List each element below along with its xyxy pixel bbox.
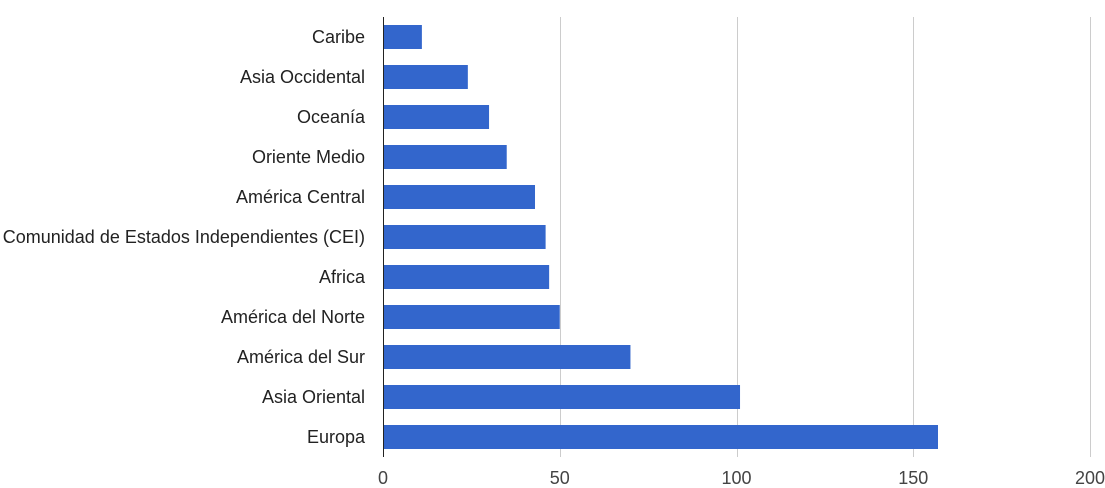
category-label: Caribe xyxy=(312,27,365,47)
x-tick-label: 50 xyxy=(550,468,570,488)
category-label: Europa xyxy=(307,427,366,447)
x-tick-label: 100 xyxy=(721,468,751,488)
bar-3 xyxy=(383,145,507,169)
bar-0 xyxy=(383,25,422,49)
category-label: América del Sur xyxy=(237,347,365,367)
bar-9 xyxy=(383,385,741,409)
category-label: Asia Occidental xyxy=(240,67,365,87)
category-label: Oriente Medio xyxy=(252,147,365,167)
bar-8 xyxy=(383,345,631,369)
bar-5 xyxy=(383,225,546,249)
category-labels: Caribe Asia Occidental Oceanía Oriente Medi… xyxy=(3,27,366,447)
x-tick-label: 0 xyxy=(378,468,388,488)
x-tick-label: 150 xyxy=(898,468,928,488)
category-label: Comunidad de Estados Independientes (CEI… xyxy=(3,227,365,247)
bar-7 xyxy=(383,305,560,329)
bars xyxy=(383,25,938,449)
category-label: Africa xyxy=(319,267,366,287)
bar-6 xyxy=(383,265,550,289)
category-label: América Central xyxy=(236,187,365,207)
category-label: Oceanía xyxy=(297,107,366,127)
x-tick-labels: 0 50 100 150 200 xyxy=(378,468,1105,488)
bar-10 xyxy=(383,425,938,449)
bar-4 xyxy=(383,185,536,209)
category-label: Asia Oriental xyxy=(262,387,365,407)
bar-2 xyxy=(383,105,490,129)
x-tick-label: 200 xyxy=(1075,468,1105,488)
category-label: América del Norte xyxy=(221,307,365,327)
bar-1 xyxy=(383,65,468,89)
gridlines xyxy=(560,17,1091,457)
